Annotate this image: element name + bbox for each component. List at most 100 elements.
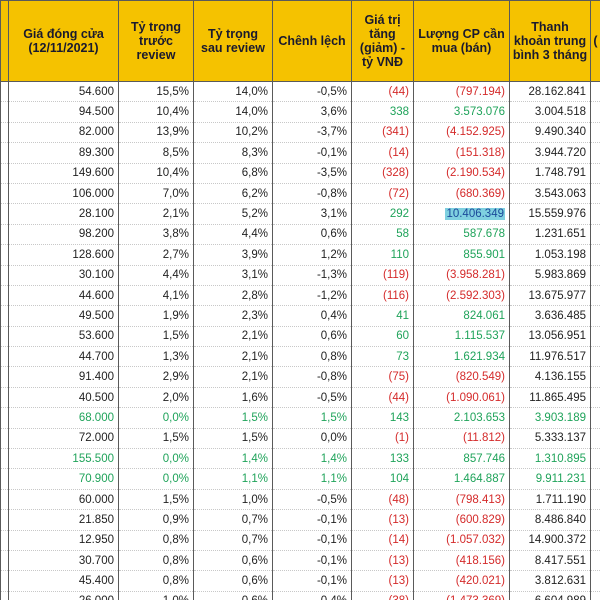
- cell-value: (44): [351, 81, 414, 103]
- cell-liquidity: 9.911.231: [509, 468, 591, 490]
- cell-liquidity: 13.056.951: [509, 326, 591, 348]
- cell-shares-text: 1.115.537: [454, 330, 505, 343]
- cell-value-text: (328): [382, 167, 409, 180]
- row-left-edge: [0, 183, 9, 205]
- cell-value-text: (44): [388, 391, 409, 404]
- row-right-edge: [590, 101, 600, 123]
- table-row: 26.000 1,0% 0,6% -0,4% (38) (1.473.369) 6.604.…: [0, 591, 600, 600]
- cell-liquidity-text: 3.004.518: [534, 106, 586, 119]
- cell-price-text: 128.600: [72, 248, 114, 261]
- cell-price-text: 53.600: [78, 330, 114, 343]
- cell-liquidity: 8.417.551: [509, 550, 591, 572]
- cell-weight-before: 10,4%: [118, 101, 194, 123]
- row-left-edge: [0, 509, 9, 531]
- cell-value: (116): [351, 285, 414, 307]
- cell-diff: -0,1%: [272, 530, 352, 551]
- cell-liquidity: 3.543.063: [509, 183, 591, 205]
- cell-weight-before: 0,0%: [118, 468, 194, 490]
- cell-price: 44.700: [8, 346, 119, 368]
- cell-weight-before-text: 0,8%: [162, 554, 189, 567]
- cell-diff: 0,6%: [272, 326, 352, 348]
- cell-weight-after-text: 2,1%: [241, 371, 268, 384]
- row-right-edge: [590, 530, 600, 551]
- cell-price-text: 12.950: [78, 534, 114, 547]
- cell-weight-before-text: 13,9%: [156, 126, 189, 139]
- cell-weight-after-text: 1,5%: [241, 432, 268, 445]
- cell-weight-after: 0,6%: [193, 570, 273, 592]
- cell-value-text: 58: [396, 228, 409, 241]
- cell-weight-after: 0,7%: [193, 530, 273, 551]
- header-row: Giá đóng cửa (12/11/2021) Tỷ trọng trước…: [0, 0, 600, 82]
- cell-shares-text: (420.021): [455, 575, 505, 588]
- cell-shares: (680.369): [413, 183, 510, 205]
- cell-shares-text: 2.103.653: [453, 411, 505, 424]
- cell-value-text: (72): [388, 187, 409, 200]
- row-right-edge: [590, 224, 600, 246]
- cell-value-text: (13): [388, 575, 409, 588]
- cell-shares: (820.549): [413, 366, 510, 388]
- table-row: 91.400 2,9% 2,1% -0,8% (75) (820.549) 4.136.15…: [0, 366, 600, 388]
- cell-shares: 855.901: [413, 244, 510, 266]
- cell-liquidity-text: 13.675.977: [528, 289, 586, 302]
- cell-weight-after: 8,3%: [193, 142, 273, 164]
- cell-price: 26.000: [8, 591, 119, 600]
- cell-value-text: (341): [382, 126, 409, 139]
- cell-value: (14): [351, 142, 414, 164]
- cell-price-text: 28.100: [78, 208, 114, 221]
- cell-diff-text: 1,4%: [320, 452, 347, 465]
- cell-diff-text: -1,2%: [316, 289, 347, 302]
- cell-price: 149.600: [8, 163, 119, 184]
- cell-diff-text: 0,0%: [320, 432, 347, 445]
- header-weight-after: Tỷ trọng sau review: [193, 0, 273, 82]
- cell-weight-before: 1,0%: [118, 591, 194, 600]
- cell-weight-after-text: 5,2%: [241, 208, 268, 221]
- cell-weight-before-text: 4,4%: [162, 269, 189, 282]
- cell-weight-before-text: 4,1%: [162, 289, 189, 302]
- cell-liquidity-text: 11.865.495: [529, 391, 586, 404]
- cell-price-text: 40.500: [78, 391, 114, 404]
- cell-value: 104: [351, 468, 414, 490]
- cell-weight-after: 1,4%: [193, 448, 273, 470]
- cell-shares-text: (2.190.534): [446, 167, 505, 180]
- cell-weight-before-text: 7,0%: [162, 187, 189, 200]
- cell-weight-after-text: 2,3%: [241, 309, 268, 322]
- cell-price: 98.200: [8, 224, 119, 246]
- cell-diff-text: -0,8%: [316, 371, 347, 384]
- cell-value-text: (13): [388, 554, 409, 567]
- cell-liquidity: 11.865.495: [509, 387, 591, 409]
- cell-price-text: 91.400: [78, 371, 114, 384]
- cell-shares: 10.406.349: [413, 203, 510, 225]
- cell-weight-before: 2,1%: [118, 203, 194, 225]
- cell-liquidity-text: 1.711.190: [535, 493, 586, 506]
- cell-weight-after-text: 1,1%: [241, 473, 268, 486]
- cell-liquidity-text: 5.333.137: [534, 432, 586, 445]
- row-right-edge: [590, 428, 600, 450]
- cell-liquidity: 9.490.340: [509, 122, 591, 144]
- row-right-edge: [590, 285, 600, 307]
- table-body: 54.600 15,5% 14,0% -0,5% (44) (797.194) 28.162…: [0, 81, 600, 600]
- cell-price: 106.000: [8, 183, 119, 205]
- cell-weight-after: 6,2%: [193, 183, 273, 205]
- cell-diff-text: 1,2%: [320, 248, 347, 261]
- cell-diff: 1,1%: [272, 468, 352, 490]
- cell-diff: -3,5%: [272, 163, 352, 184]
- cell-diff-text: -0,5%: [316, 85, 347, 98]
- cell-price-text: 155.500: [72, 452, 114, 465]
- cell-price: 45.400: [8, 570, 119, 592]
- cell-value: 143: [351, 407, 414, 429]
- cell-shares-text: (418.156): [455, 554, 505, 567]
- cell-price: 82.000: [8, 122, 119, 144]
- cell-shares: (4.152.925): [413, 122, 510, 144]
- cell-liquidity-text: 3.543.063: [534, 187, 586, 200]
- row-left-edge: [0, 163, 9, 184]
- cell-weight-before-text: 0,0%: [162, 411, 189, 424]
- cell-price: 53.600: [8, 326, 119, 348]
- row-left-edge: [0, 550, 9, 572]
- cell-liquidity: 15.559.976: [509, 203, 591, 225]
- cell-weight-before: 7,0%: [118, 183, 194, 205]
- table-row: 28.100 2,1% 5,2% 3,1% 292 10.406.349 15.559.97…: [0, 203, 600, 225]
- cell-value: (341): [351, 122, 414, 144]
- cell-value: 338: [351, 101, 414, 123]
- cell-shares: (600.829): [413, 509, 510, 531]
- cell-liquidity-text: 15.559.976: [528, 208, 586, 221]
